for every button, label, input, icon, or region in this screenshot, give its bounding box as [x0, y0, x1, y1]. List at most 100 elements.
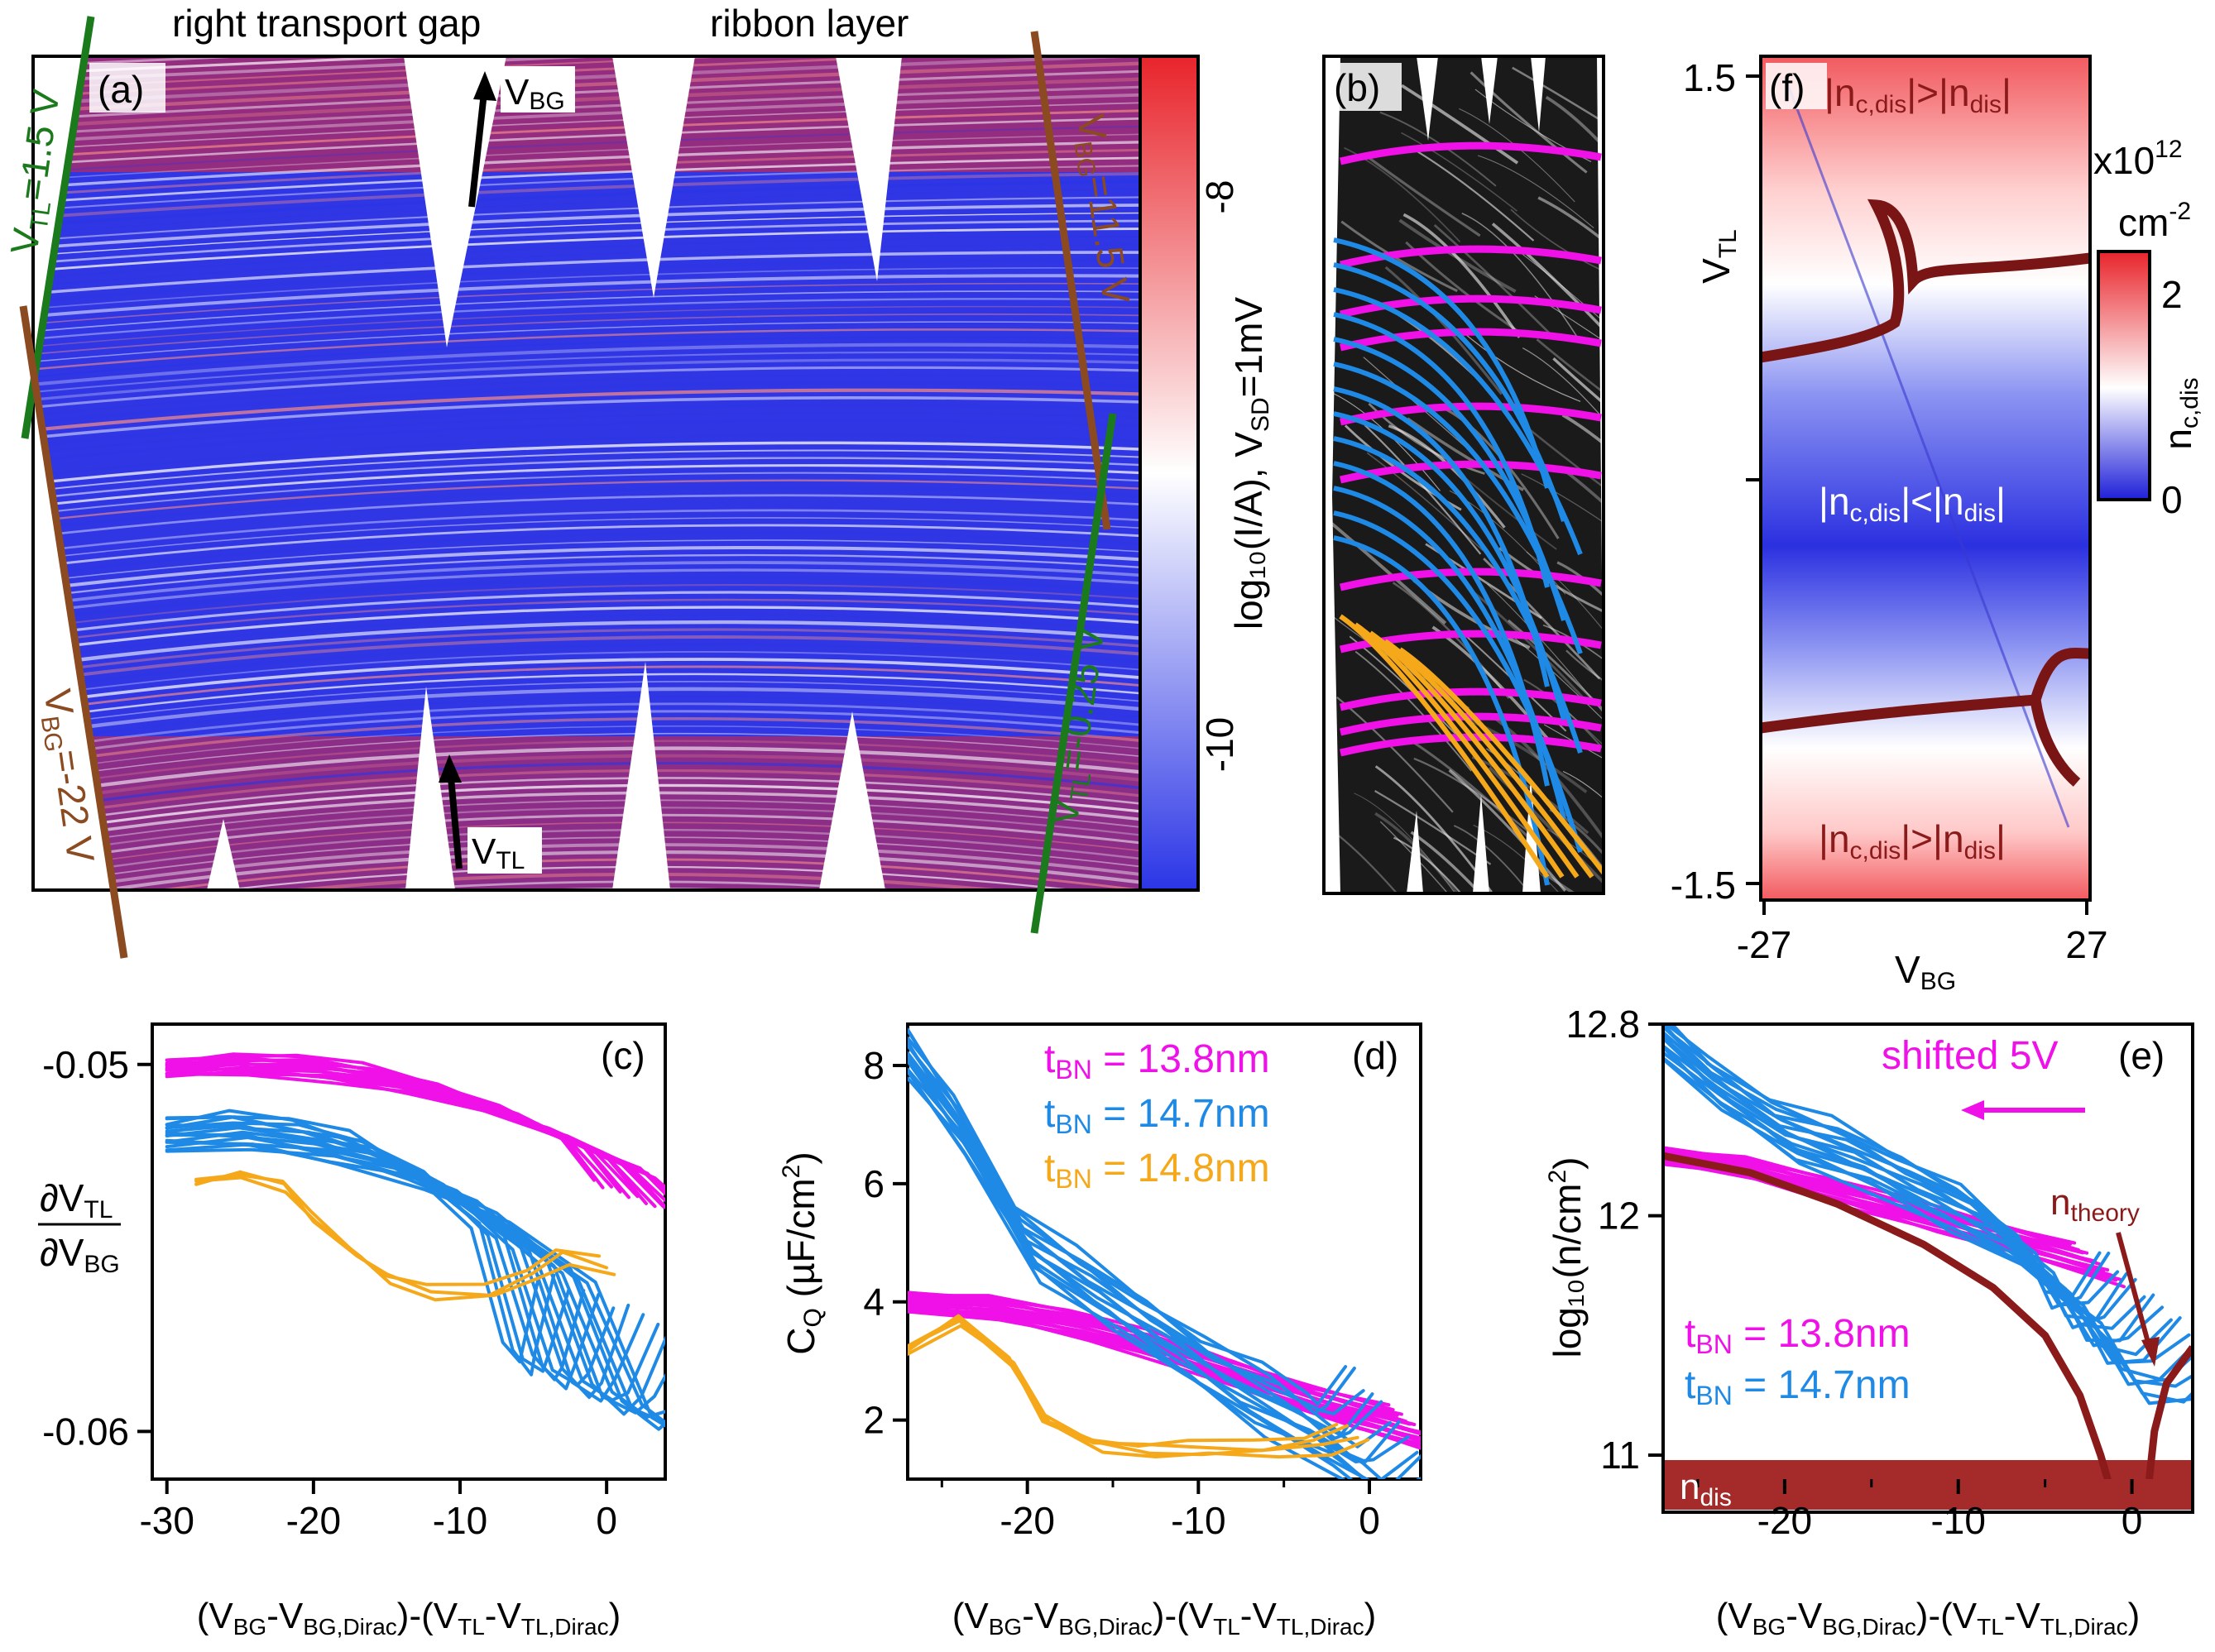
b-texture-line	[1469, 71, 1588, 174]
heatmap-stripe	[33, 56, 597, 83]
b-texture-line	[1388, 424, 1506, 529]
b-magenta-line	[1339, 460, 1602, 484]
b-texture-line	[1477, 155, 1594, 228]
tag-a-bg	[89, 63, 165, 113]
arrow-vtl	[448, 777, 463, 869]
panel-c: -30 -20 -10 0 -0.05 -0.06 (c) ∂VTL ∂VBG (VBG-…	[38, 1022, 667, 1640]
heatmap-stripe	[33, 912, 1142, 962]
heatmap-stripe	[33, 717, 1142, 766]
b-blue-line	[1333, 287, 1583, 556]
arrow-vbg	[468, 92, 487, 208]
panel-f-curve-bot	[1760, 648, 2091, 787]
gap-wedge	[405, 687, 455, 890]
b-wedge	[1417, 56, 1438, 141]
b-texture-line	[1417, 151, 1535, 242]
x-tick-label: 0	[2122, 1499, 2143, 1542]
gap-wedge	[612, 662, 670, 890]
y-tick-label: 4	[863, 1281, 885, 1324]
heatmap-stripe	[33, 133, 1142, 180]
b-texture-line	[1461, 213, 1579, 338]
b-texture-line	[1398, 218, 1517, 293]
heatmap-stripe	[33, 227, 1142, 272]
heatmap-stripe	[33, 358, 1142, 401]
tag-b-bg	[1329, 63, 1402, 111]
heatmap-stripe	[33, 904, 1142, 955]
b-texture-line	[1515, 248, 1604, 323]
heatmap-stripe	[33, 351, 1142, 393]
series-line-tbn-13-8nm	[165, 1067, 665, 1203]
cbar-f-label: nc,dis	[2156, 377, 2203, 449]
b-texture-line	[1324, 389, 1441, 491]
b-texture-line	[1542, 624, 1604, 661]
heatmap-stripe	[33, 56, 947, 98]
panel-f: (f) |nc,dis|>|ndis| |nc,dis|<|ndis| |nc,…	[1671, 55, 2203, 995]
heatmap-stripe	[33, 313, 1142, 355]
panel-c-axes: -30 -20 -10 0 -0.05 -0.06	[42, 1043, 617, 1542]
panel-a-title-right: ribbon layer	[710, 2, 909, 45]
b-texture-line	[1379, 821, 1449, 893]
heatmap-stripe	[33, 486, 1142, 531]
panel-c-frame	[151, 1022, 667, 1481]
e-shift-label: shifted 5V	[1882, 1034, 2058, 1078]
d-legend-2: tBN = 14.7nm	[1044, 1092, 1270, 1139]
line-vbg-left	[19, 305, 128, 959]
heatmap-stripe	[33, 643, 1142, 690]
heatmap-stripe	[33, 342, 1142, 386]
y-tick-label: 6	[863, 1162, 885, 1205]
heatmap-stripe	[33, 305, 1142, 347]
heatmap-stripe	[33, 897, 1142, 946]
e-ylabel: log₁₀(n/cm2)	[1544, 1156, 1589, 1358]
heatmap-stripe	[33, 434, 1142, 477]
heatmap-stripe	[33, 836, 1142, 887]
b-magenta-line	[1339, 141, 1602, 165]
heatmap-stripe	[33, 696, 1142, 743]
b-texture-line	[1374, 790, 1492, 865]
region-bot-label: |nc,dis|>|ndis|	[1819, 817, 2006, 864]
heatmap-stripe	[33, 381, 1142, 424]
e-shift-arrow-head	[1961, 1100, 1984, 1120]
b-blue-line	[1333, 510, 1583, 853]
b-texture-line	[1537, 196, 1604, 243]
b-texture-line	[1488, 766, 1604, 885]
line-vtl-right	[1030, 413, 1117, 934]
b-texture-line	[1366, 452, 1484, 552]
panel-d: -20 -10 0 2 4 6 8 (d) tBN = 13.8nm tBN = 14.7n…	[778, 1022, 1422, 1640]
b-texture-line	[1354, 650, 1472, 772]
b-magenta-line	[1339, 733, 1602, 757]
panel-c-series	[165, 1052, 665, 1431]
panel-d-tag: (d)	[1352, 1034, 1398, 1077]
heatmap-stripe	[33, 591, 1142, 637]
colorbar-a	[1139, 55, 1200, 892]
panel-d-axes: -20 -10 0 2 4 6 8	[863, 1044, 1379, 1542]
heatmap-stripe	[33, 464, 1142, 508]
f-ytick-label-top: 1.5	[1683, 56, 1736, 99]
heatmap-stripe	[33, 267, 1142, 309]
heatmap-stripe	[33, 606, 1142, 652]
panel-e-frame	[1661, 1022, 2194, 1514]
heatmap-stripe	[33, 148, 1142, 196]
x-tick-label: -30	[139, 1499, 194, 1542]
heatmap-stripe	[33, 509, 1142, 553]
b-texture-line	[1561, 467, 1604, 505]
heatmap-stripe	[33, 117, 1142, 165]
heatmap-stripe	[33, 777, 1142, 826]
heatmap-stripe	[33, 635, 1142, 682]
b-blue-line	[1333, 262, 1566, 522]
series-line-tbn-13-8nm	[165, 1072, 665, 1190]
b-texture-line	[1363, 153, 1481, 237]
heatmap-stripe	[33, 196, 1142, 242]
y-tick-label: 2	[863, 1399, 885, 1442]
heatmap-stripe	[92, 850, 1142, 890]
panel-e-axes: -20 -10 0 11 12 12.8	[1565, 1003, 2142, 1542]
colorbar-f	[2097, 250, 2151, 501]
heatmap-stripe	[33, 517, 1142, 560]
gap-wedge	[612, 56, 695, 298]
f-ytick-label-bottom: -1.5	[1671, 864, 1736, 907]
b-orange-line	[1383, 639, 1594, 879]
cbar-f-unit: cm-2	[2118, 198, 2191, 244]
b-orange-line	[1354, 622, 1565, 879]
heatmap-stripe	[151, 858, 1142, 890]
b-wedge	[1481, 56, 1498, 124]
arrow-vtl-label: VTL	[472, 831, 525, 874]
heatmap-stripe	[33, 761, 1142, 812]
